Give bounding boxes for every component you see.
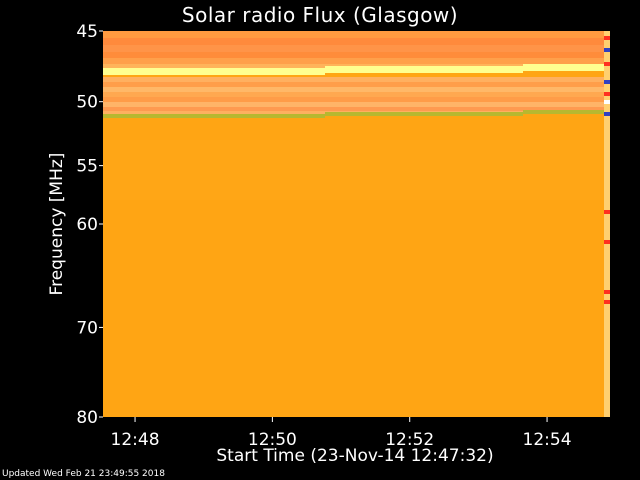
chart-title: Solar radio Flux (Glasgow): [181, 3, 459, 27]
edge-artifact: [604, 92, 610, 96]
y-tick-label: 55: [76, 157, 98, 177]
interference-band: [103, 52, 610, 58]
plot-area: [103, 31, 610, 417]
edge-artifact: [604, 112, 610, 116]
green-line: [523, 110, 604, 114]
interference-band: [103, 97, 610, 102]
interference-band: [103, 31, 610, 38]
edge-artifact: [604, 36, 610, 40]
bright-emission-line: [325, 66, 523, 73]
y-tick-label: 70: [76, 318, 98, 338]
edge-artifact: [604, 240, 610, 244]
edge-column: [604, 31, 610, 417]
x-tick-label: 12:54: [523, 430, 572, 450]
background-tone: [103, 140, 610, 200]
interference-band: [103, 77, 610, 82]
y-axis-label: Frequency [MHz]: [47, 153, 67, 296]
interference-band: [103, 87, 610, 92]
bright-emission-line: [103, 68, 325, 75]
x-tick-label: 12:48: [111, 430, 160, 450]
interference-band: [103, 45, 610, 52]
x-tick-label: 12:50: [248, 430, 297, 450]
x-tick-label: 12:52: [385, 430, 434, 450]
interference-band: [103, 58, 610, 64]
y-tick-label: 45: [76, 22, 98, 42]
y-tick-label: 50: [76, 93, 98, 113]
green-line: [325, 112, 523, 116]
interference-band: [103, 102, 610, 107]
edge-artifact: [604, 100, 610, 104]
x-axis-label: Start Time (23-Nov-14 12:47:32): [216, 446, 494, 466]
y-tick-label: 80: [76, 408, 98, 428]
edge-artifact: [604, 62, 610, 66]
updated-timestamp: Updated Wed Feb 21 23:49:55 2018: [2, 469, 165, 479]
interference-band: [103, 38, 610, 45]
y-tick-label: 60: [76, 215, 98, 235]
edge-artifact: [604, 48, 610, 52]
bright-emission-line: [523, 64, 604, 71]
y-axis: 45 50 55 60 70 80: [76, 22, 103, 428]
edge-artifact: [604, 80, 610, 84]
edge-artifact: [604, 300, 610, 304]
x-axis: 12:48 12:50 12:52 12:54: [111, 417, 572, 450]
interference-band: [103, 82, 610, 87]
interference-band: [103, 92, 610, 97]
green-line: [103, 114, 325, 118]
edge-artifact: [604, 290, 610, 294]
interference-band: [103, 107, 610, 111]
edge-artifact: [604, 210, 610, 214]
